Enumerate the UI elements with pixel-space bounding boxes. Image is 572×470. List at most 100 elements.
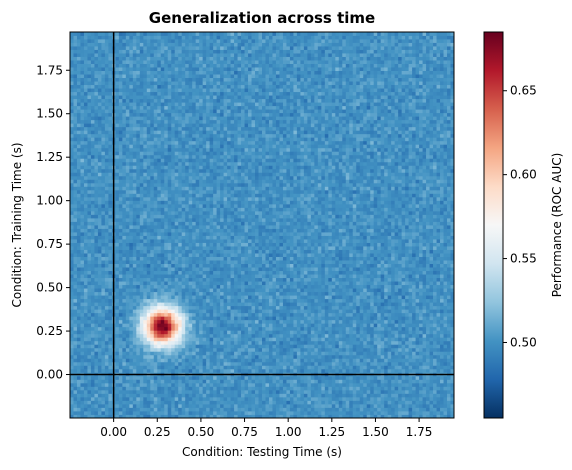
heatmap-cell (195, 95, 200, 100)
heatmap-cell (192, 400, 197, 405)
heatmap-cell (164, 249, 169, 254)
heatmap-cell (101, 403, 106, 408)
heatmap-cell (167, 32, 172, 36)
heatmap-cell (188, 389, 193, 394)
heatmap-cell (104, 56, 109, 61)
heatmap-cell (136, 400, 141, 405)
heatmap-cell (220, 365, 224, 370)
heatmap-cell (97, 347, 102, 352)
heatmap-cell (153, 186, 158, 191)
heatmap-cell (139, 358, 144, 363)
heatmap-cell (185, 400, 190, 405)
heatmap-cell (118, 144, 123, 149)
heatmap-cell (181, 172, 186, 177)
heatmap-cell (150, 63, 155, 68)
heatmap-cell (83, 126, 88, 131)
heatmap-cell (181, 235, 186, 240)
heatmap-cell (73, 382, 78, 387)
heatmap-cell (213, 302, 218, 307)
heatmap-cell (209, 340, 214, 345)
heatmap-cell (101, 407, 106, 412)
heatmap-cell (174, 49, 179, 54)
heatmap-cell (90, 77, 95, 82)
heatmap-cell (76, 140, 81, 145)
heatmap-cell (136, 347, 141, 352)
heatmap-cell (216, 207, 221, 212)
heatmap-cell (104, 284, 109, 289)
heatmap-cell (76, 354, 81, 359)
heatmap-cell (157, 270, 162, 275)
heatmap-cell (167, 88, 172, 93)
heatmap-cell (206, 112, 211, 117)
heatmap-cell (136, 354, 141, 359)
heatmap-cell (129, 140, 134, 145)
heatmap-cell (129, 319, 134, 324)
heatmap-cell (150, 291, 155, 296)
heatmap-cell (70, 221, 74, 226)
heatmap-cell (104, 340, 109, 345)
heatmap-cell (195, 165, 200, 170)
heatmap-cell (115, 179, 120, 184)
heatmap-cell (143, 161, 148, 166)
heatmap-cell (160, 235, 165, 240)
heatmap-cell (97, 77, 102, 82)
heatmap-cell (139, 396, 144, 401)
heatmap-cell (213, 389, 218, 394)
heatmap-cell (220, 193, 224, 198)
heatmap-cell (90, 63, 95, 68)
heatmap-cell (181, 228, 186, 233)
heatmap-cell (164, 281, 169, 286)
heatmap-cell (87, 337, 92, 342)
heatmap-cell (174, 39, 179, 43)
heatmap-cell (185, 368, 190, 373)
heatmap-cell (171, 337, 176, 342)
heatmap-cell (139, 119, 144, 124)
heatmap-cell (192, 84, 197, 89)
heatmap-cell (157, 154, 162, 159)
heatmap-cell (90, 95, 95, 100)
heatmap-cell (157, 305, 162, 310)
heatmap-cell (76, 161, 81, 166)
heatmap-cell (108, 403, 113, 408)
heatmap-cell (157, 403, 162, 408)
heatmap-cell (143, 288, 148, 293)
heatmap-cell (76, 375, 81, 380)
heatmap-cell (108, 291, 113, 296)
heatmap-cell (132, 344, 137, 349)
heatmap-cell (153, 323, 158, 328)
heatmap-cell (167, 365, 172, 370)
heatmap-cell (136, 137, 141, 142)
heatmap-cell (178, 277, 183, 282)
heatmap-cell (195, 137, 200, 142)
heatmap-cell (213, 98, 218, 103)
heatmap-cell (80, 207, 85, 212)
heatmap-cell (97, 207, 102, 212)
heatmap-cell (195, 186, 200, 191)
heatmap-cell (132, 256, 137, 261)
heatmap-cell (157, 365, 162, 370)
heatmap-cell (206, 39, 211, 43)
heatmap-cell (220, 151, 224, 156)
heatmap-cell (192, 168, 197, 173)
heatmap-cell (76, 414, 81, 418)
heatmap-cell (97, 312, 102, 317)
heatmap-cell (164, 323, 169, 328)
heatmap-cell (76, 84, 81, 89)
heatmap-cell (115, 126, 120, 131)
heatmap-cell (202, 253, 207, 257)
heatmap-cell (139, 393, 144, 398)
heatmap-cell (216, 217, 221, 222)
heatmap-cell (129, 389, 134, 394)
heatmap-cell (216, 98, 221, 103)
heatmap-cell (153, 319, 158, 324)
heatmap-cell (185, 130, 190, 135)
heatmap-cell (199, 214, 204, 219)
heatmap-cell (227, 344, 231, 349)
heatmap-cell (223, 323, 228, 328)
heatmap-cell (206, 81, 211, 86)
heatmap-cell (80, 393, 85, 398)
heatmap-cell (80, 98, 85, 103)
heatmap-cell (125, 295, 130, 300)
heatmap-cell (167, 179, 172, 184)
